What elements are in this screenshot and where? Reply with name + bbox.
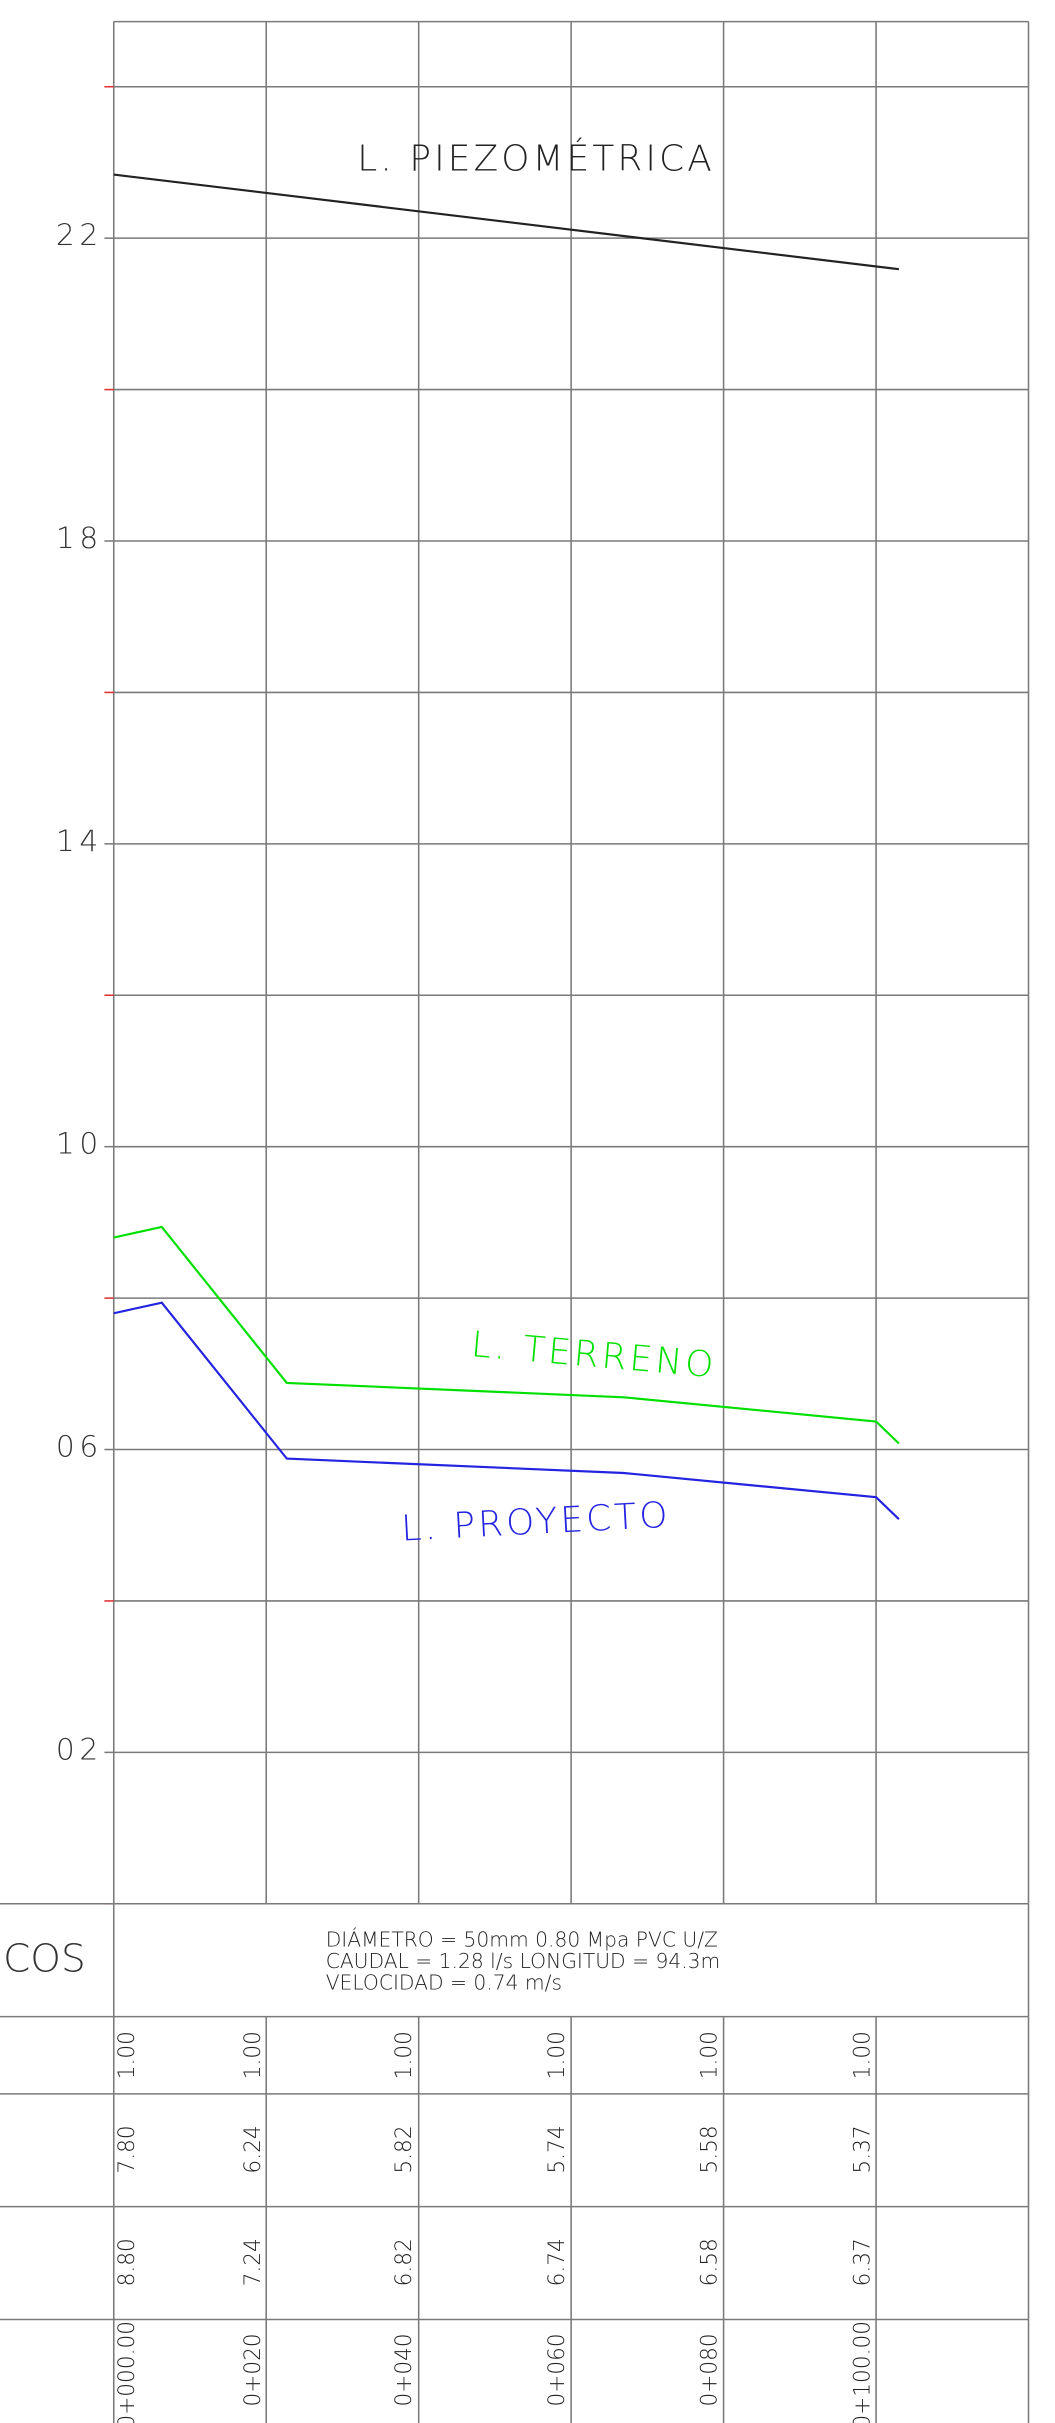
- table-value: 1.00: [545, 2031, 570, 2079]
- table-value: 1.00: [115, 2031, 140, 2079]
- y-tick-label: 22: [56, 218, 103, 252]
- table-value: 5.37: [850, 2125, 875, 2173]
- table-value: 1.00: [392, 2031, 417, 2079]
- table-value: 6.82: [392, 2238, 417, 2286]
- table-value: 8.80: [115, 2238, 140, 2286]
- table-value: 6.58: [698, 2238, 723, 2286]
- station-label: 0+040: [392, 2333, 417, 2406]
- table-value: 6.37: [850, 2238, 875, 2286]
- table-value: 7.24: [241, 2238, 266, 2286]
- station-label: 0+080: [698, 2333, 723, 2406]
- table-value: 1.00: [698, 2031, 723, 2079]
- table-value: 5.58: [698, 2125, 723, 2173]
- info-line: CAUDAL = 1.28 l/s LONGITUD = 94.3m: [326, 1949, 721, 1973]
- table-value: 5.82: [392, 2125, 417, 2173]
- line-label: L. PIEZOMÉTRICA: [357, 138, 715, 180]
- y-tick-label: 10: [56, 1127, 103, 1161]
- y-tick-label: 18: [56, 521, 103, 555]
- station-label: 0+060: [545, 2333, 570, 2406]
- table-value: 1.00: [850, 2031, 875, 2079]
- table-value: 6.74: [545, 2238, 570, 2286]
- info-line: DIÁMETRO = 50mm 0.80 Mpa PVC U/Z: [326, 1927, 718, 1951]
- station-label: 0+100.00: [850, 2321, 875, 2423]
- station-label: 0+020: [241, 2333, 266, 2406]
- row-header: COS: [3, 1937, 86, 1982]
- profile-line: [113, 1301, 900, 1520]
- profile-line: [113, 1225, 900, 1445]
- y-tick-label: 06: [56, 1430, 103, 1464]
- profile-line: [113, 173, 900, 271]
- y-tick-label: 02: [56, 1732, 103, 1766]
- table-value: 7.80: [115, 2125, 140, 2173]
- info-line: VELOCIDAD = 0.74 m/s: [326, 1971, 562, 1995]
- table-value: 6.24: [241, 2125, 266, 2173]
- y-tick-label: 14: [56, 824, 103, 858]
- station-label: 0+000.00: [115, 2321, 140, 2423]
- table-value: 1.00: [241, 2031, 266, 2079]
- table-value: 5.74: [545, 2125, 570, 2173]
